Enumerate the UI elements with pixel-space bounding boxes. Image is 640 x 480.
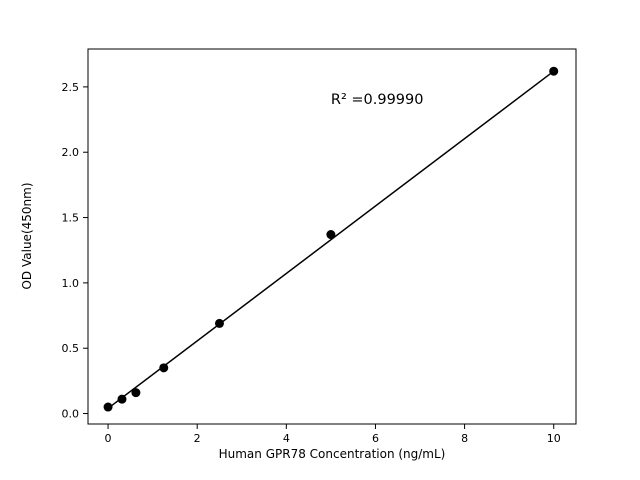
data-point: [214, 318, 224, 328]
y-tick-label: 0.0: [62, 408, 80, 421]
y-tick-label: 0.5: [62, 342, 80, 355]
fit-line: [107, 70, 555, 409]
y-tick-label: 2.0: [62, 146, 80, 159]
y-tick-label: 1.0: [62, 277, 80, 290]
y-tick-label: 1.5: [62, 212, 80, 225]
x-tick-label: 0: [105, 432, 112, 445]
plot-border: [87, 48, 577, 425]
x-tick-label: 2: [194, 432, 201, 445]
x-tick-label: 10: [547, 432, 561, 445]
x-axis-label: Human GPR78 Concentration (ng/mL): [218, 447, 446, 461]
data-point: [117, 394, 127, 404]
x-tick-label: 8: [461, 432, 468, 445]
data-point: [131, 388, 141, 398]
r-squared-annotation: R² =0.99990: [331, 92, 424, 108]
data-point: [549, 66, 559, 76]
data-point: [103, 402, 113, 412]
data-point: [159, 363, 169, 373]
y-tick-label: 2.5: [62, 81, 80, 94]
x-tick-label: 4: [283, 432, 290, 445]
y-axis-label: OD Value(450nm): [20, 182, 34, 290]
data-point: [326, 230, 336, 240]
x-tick-label: 6: [372, 432, 379, 445]
